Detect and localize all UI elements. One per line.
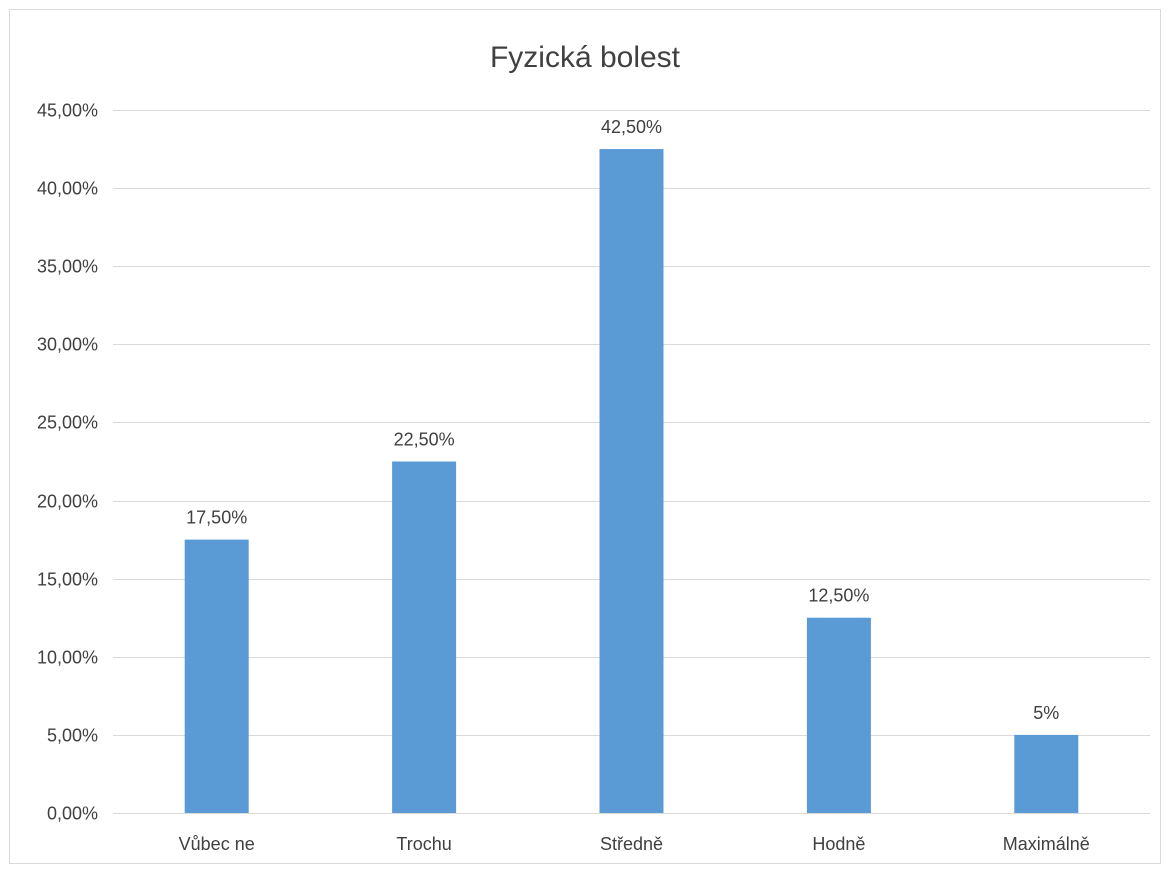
chart-title: Fyzická bolest <box>490 41 681 74</box>
x-tick-label: Trochu <box>396 834 451 854</box>
y-tick-label: 30,00% <box>37 335 98 355</box>
bar <box>599 149 664 814</box>
x-tick-label: Maximálně <box>1003 834 1090 854</box>
bars <box>184 149 1079 814</box>
x-tick-label: Vůbec ne <box>179 834 255 854</box>
data-label: 12,50% <box>808 586 869 606</box>
y-tick-label: 45,00% <box>37 101 98 121</box>
y-tick-label: 40,00% <box>37 179 98 199</box>
data-labels: 17,50% 22,50% 42,50% 12,50% 5% <box>186 117 1059 723</box>
y-tick-label: 10,00% <box>37 648 98 668</box>
data-label: 17,50% <box>186 508 247 528</box>
bar <box>184 539 249 813</box>
y-tick-label: 35,00% <box>37 257 98 277</box>
x-tick-label: Hodně <box>812 834 865 854</box>
bar <box>392 461 457 813</box>
y-axis-tick-labels: 0,00% 5,00% 10,00% 15,00% 20,00% 25,00% 30,00%… <box>37 101 98 824</box>
y-tick-label: 0,00% <box>47 804 98 824</box>
bar <box>806 617 871 813</box>
data-label: 5% <box>1033 703 1059 723</box>
y-tick-label: 5,00% <box>47 726 98 746</box>
y-tick-label: 25,00% <box>37 413 98 433</box>
bar <box>1014 734 1079 813</box>
data-label: 42,50% <box>601 117 662 137</box>
x-tick-label: Středně <box>600 834 663 854</box>
y-tick-label: 15,00% <box>37 570 98 590</box>
y-tick-label: 20,00% <box>37 492 98 512</box>
data-label: 22,50% <box>394 430 455 450</box>
x-axis-tick-labels: Vůbec ne Trochu Středně Hodně Maximálně <box>179 834 1090 854</box>
